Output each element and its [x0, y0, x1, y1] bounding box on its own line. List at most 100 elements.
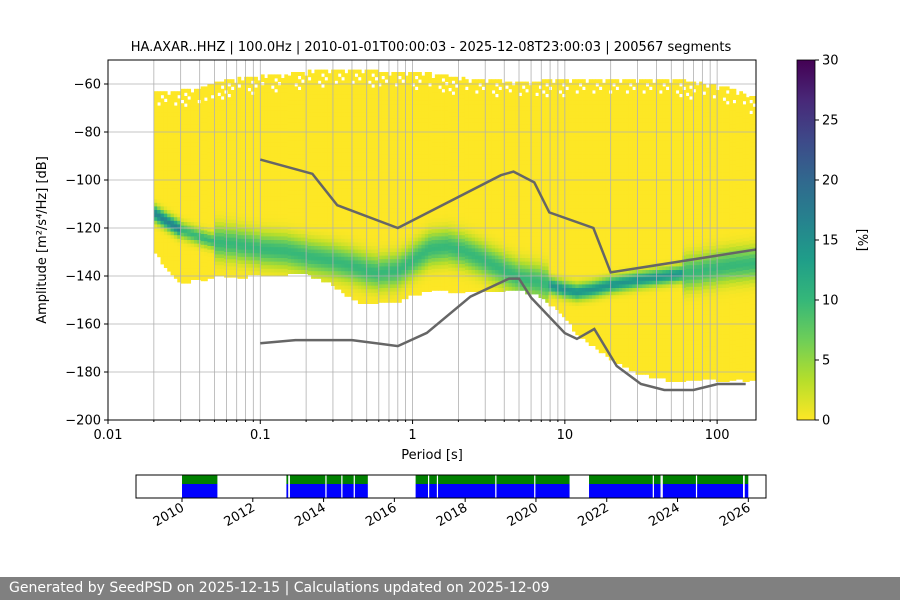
psd-cell	[408, 79, 412, 84]
psd-cell	[334, 235, 339, 240]
psd-cell	[434, 182, 439, 187]
psd-cell	[220, 182, 225, 187]
psd-cell	[361, 87, 365, 92]
psd-column	[197, 88, 202, 280]
psd-cell	[377, 100, 382, 105]
psd-cell	[210, 174, 215, 178]
psd-cell	[391, 122, 396, 127]
psd-cell	[324, 217, 329, 222]
psd-cell	[227, 194, 232, 199]
psd-cell	[214, 243, 218, 248]
psd-cell	[180, 96, 185, 100]
psd-cell	[173, 138, 178, 142]
psd-cell	[404, 205, 409, 210]
psd-cell	[257, 188, 262, 193]
psd-cell	[197, 268, 202, 273]
psd-cell	[374, 170, 379, 175]
psd-column	[284, 74, 289, 277]
psd-cell	[374, 238, 379, 243]
psd-cell	[421, 147, 426, 152]
psd-cell	[280, 222, 285, 226]
psd-cell	[371, 87, 376, 92]
psd-cell	[183, 193, 188, 198]
psd-cell	[190, 265, 195, 270]
psd-cell	[270, 189, 275, 194]
psd-cell	[438, 211, 442, 216]
psd-cell	[274, 135, 279, 140]
psd-cell	[210, 188, 215, 193]
psd-cell	[183, 139, 188, 144]
psd-cell	[384, 72, 389, 76]
psd-cell	[254, 148, 258, 153]
psd-cell	[220, 117, 225, 122]
psd-cell	[374, 159, 379, 164]
psd-cell	[294, 259, 299, 264]
psd-cell	[183, 106, 188, 111]
psd-cell	[207, 271, 212, 276]
psd-cell	[270, 200, 275, 205]
psd-cell	[421, 79, 426, 84]
psd-cell	[337, 213, 342, 218]
psd-cell	[307, 184, 312, 189]
psd-column	[274, 74, 279, 277]
psd-cell	[237, 91, 242, 96]
psd-cell	[280, 272, 285, 277]
psd-cell	[334, 134, 339, 139]
psd-cell	[391, 97, 396, 102]
psd-cell	[224, 79, 228, 84]
psd-cell	[347, 141, 352, 146]
psd-cell	[347, 282, 352, 286]
psd-cell	[408, 122, 412, 127]
psd-cell	[277, 139, 282, 144]
psd-cell	[163, 260, 168, 265]
psd-cell	[204, 144, 208, 148]
psd-cell	[280, 160, 285, 165]
psd-column	[244, 76, 248, 279]
psd-cell	[388, 277, 392, 282]
psd-cell	[200, 252, 205, 256]
psd-cell	[394, 97, 399, 102]
psd-cell	[357, 73, 362, 78]
psd-cell	[327, 235, 332, 240]
psd-cell	[173, 231, 178, 236]
psd-cell	[408, 172, 412, 177]
psd-cell	[391, 133, 396, 138]
psd-cell	[167, 181, 171, 186]
psd-cell	[230, 262, 235, 267]
psd-cell	[404, 133, 409, 138]
psd-cell	[414, 144, 419, 148]
psd-cell	[398, 237, 402, 242]
psd-cell	[187, 142, 192, 147]
psd-cell	[224, 147, 228, 152]
psd-cell	[344, 231, 349, 236]
psd-cell	[257, 181, 262, 186]
psd-cell	[371, 156, 376, 160]
psd-cell	[157, 246, 161, 250]
psd-cell	[321, 91, 325, 96]
psd-cell	[321, 141, 325, 146]
psd-column	[388, 75, 392, 303]
psd-cell	[260, 193, 265, 198]
psd-cell	[424, 165, 429, 170]
psd-cell	[180, 236, 185, 241]
psd-cell	[434, 207, 439, 212]
psd-cell	[227, 118, 232, 123]
psd-cell	[324, 202, 329, 207]
psd-cell	[224, 111, 228, 116]
psd-cell	[421, 158, 426, 163]
psd-cell	[220, 207, 225, 212]
psd-cell	[404, 226, 409, 231]
psd-cell	[391, 291, 396, 296]
psd-cell	[321, 220, 325, 225]
psd-cell	[227, 172, 232, 177]
psd-cell	[341, 235, 345, 240]
psd-cell	[207, 87, 212, 92]
psd-cell	[163, 188, 168, 193]
psd-cell	[301, 147, 305, 152]
psd-cell	[177, 184, 182, 189]
psd-cell	[227, 216, 232, 220]
psd-cell	[257, 271, 262, 276]
psd-cell	[193, 135, 198, 140]
psd-cell	[361, 260, 365, 265]
psd-cell	[187, 247, 192, 252]
